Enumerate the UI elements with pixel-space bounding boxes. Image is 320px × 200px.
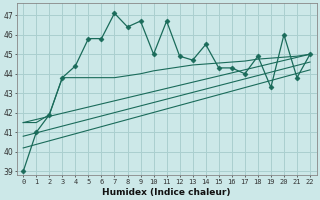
X-axis label: Humidex (Indice chaleur): Humidex (Indice chaleur) [102, 188, 231, 197]
